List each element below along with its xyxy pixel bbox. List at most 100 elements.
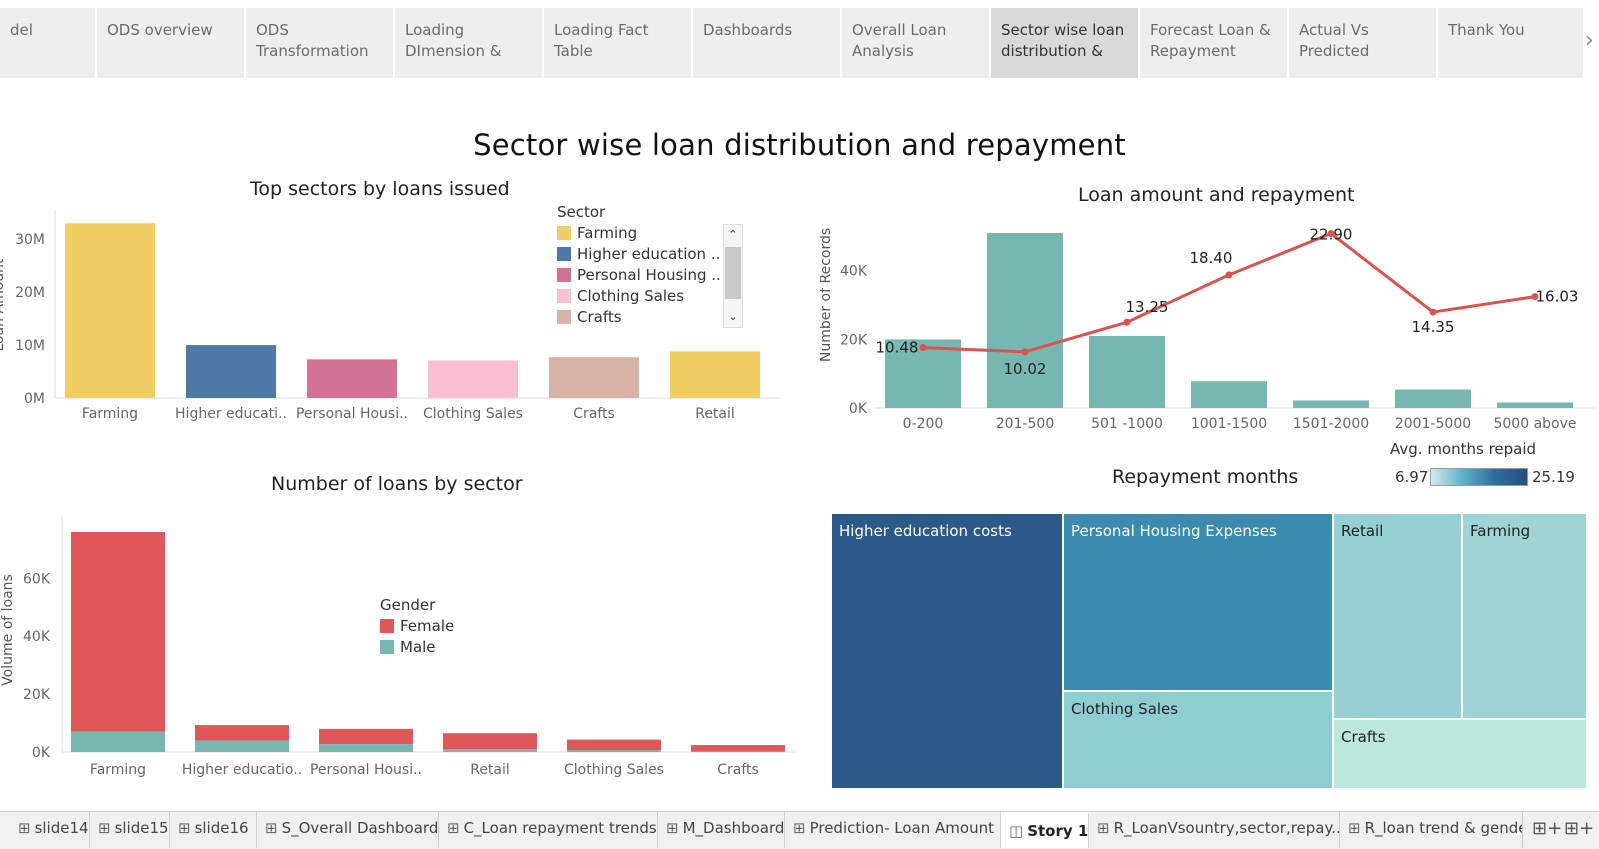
sheet-tab-loan-trend-gender[interactable]: ⊞ R_loan trend & gender <box>1340 812 1523 848</box>
legend-label: Crafts <box>577 308 622 326</box>
legend-swatch <box>557 268 571 282</box>
legend-item-personal-housing[interactable]: Personal Housing .. <box>557 265 721 286</box>
story-point-label: del <box>10 21 33 39</box>
bar-female-4 <box>567 739 661 750</box>
story-point-4[interactable]: Loading Fact Table <box>544 8 693 78</box>
x-tick-label: 1001-1500 <box>1191 416 1267 432</box>
new-story-icon[interactable]: ⊞+ <box>1564 818 1595 839</box>
grid-icon: ⊞ <box>1348 819 1361 837</box>
new-dashboard-icon[interactable]: ⊞+ <box>1532 818 1563 839</box>
grid-icon: ⊞ <box>98 819 111 837</box>
treemap-label: Retail <box>1341 522 1384 540</box>
chart-title-repayment-months: Repayment months <box>1112 466 1299 488</box>
story-point-5[interactable]: Dashboards <box>693 8 842 78</box>
treemap-cell-farming[interactable]: Farming <box>1462 513 1587 719</box>
legend-swatch <box>557 247 571 261</box>
sector-legend-title: Sector <box>557 203 606 221</box>
legend-scrollbar[interactable]: ⌃ ⌄ <box>723 224 743 328</box>
chevron-down-icon[interactable]: ⌄ <box>728 310 738 323</box>
treemap-cell-clothing-sales[interactable]: Clothing Sales <box>1063 691 1333 789</box>
x-tick-label: Crafts <box>573 406 615 422</box>
legend-item-higher-education[interactable]: Higher education .. <box>557 244 721 265</box>
story-point-10[interactable]: Thank You <box>1438 8 1585 78</box>
treemap-label: Clothing Sales <box>1071 700 1179 718</box>
y-tick-label: 30M <box>15 232 45 248</box>
chart-title-top-sectors: Top sectors by loans issued <box>250 178 510 200</box>
data-label: 18.40 <box>1190 249 1233 267</box>
data-label: 14.35 <box>1412 318 1455 336</box>
story-point-8[interactable]: Forecast Loan & Repayment <box>1140 8 1289 78</box>
sheet-tab-story-1[interactable]: ◫ Story 1 <box>1001 812 1089 848</box>
sheet-tab-label: R_LoanVsountry,sector,repay... <box>1113 819 1340 837</box>
legend-item-female[interactable]: Female <box>380 616 454 637</box>
y-tick-label: 20K <box>23 687 51 703</box>
bar-2 <box>1089 335 1165 408</box>
y-tick-label: 0K <box>32 745 51 761</box>
sheet-tab-bar: ⊞ slide14 ⊞ slide15 ⊞ slide16 ⊞ S_Overall Da… <box>0 811 1599 849</box>
story-navigator: del ODS overview ODS Transformation Load… <box>0 8 1599 80</box>
bar-male-1 <box>195 740 289 752</box>
grid-icon: ⊞ <box>666 819 679 837</box>
bar-6 <box>1497 402 1573 408</box>
line-point-2 <box>1123 318 1131 326</box>
data-label: 13.25 <box>1126 298 1169 316</box>
x-tick-label: 2001-5000 <box>1395 416 1471 432</box>
treemap-cell-retail[interactable]: Retail <box>1333 513 1462 719</box>
story-point-9[interactable]: Actual Vs Predicted <box>1289 8 1438 78</box>
story-point-6[interactable]: Overall Loan Analysis <box>842 8 991 78</box>
bar-0 <box>65 223 155 398</box>
chevron-right-icon[interactable]: › <box>1585 28 1594 53</box>
treemap-cell-personal-housing[interactable]: Personal Housing Expenses <box>1063 513 1333 691</box>
sheet-tab-prediction-loan-amount[interactable]: ⊞ Prediction- Loan Amount <box>785 812 1001 848</box>
story-point-1[interactable]: ODS overview <box>97 8 246 78</box>
x-tick-label: Personal Housi.. <box>310 762 422 778</box>
treemap-cell-higher-education[interactable]: Higher education costs <box>831 513 1063 789</box>
legend-item-crafts[interactable]: Crafts <box>557 307 721 328</box>
color-gradient-bar <box>1430 468 1528 486</box>
sheet-tab-slide14[interactable]: ⊞ slide14 <box>10 812 90 848</box>
story-point-label: ODS Transformation <box>256 21 369 60</box>
legend-label: Female <box>400 617 455 635</box>
story-point-label: Loading Fact Table <box>554 21 649 60</box>
legend-swatch <box>557 310 571 324</box>
sheet-tab-slide15[interactable]: ⊞ slide15 <box>90 812 170 848</box>
legend-label: Male <box>400 638 436 656</box>
bar-female-3 <box>443 733 537 750</box>
story-point-label: ODS overview <box>107 21 213 39</box>
sheet-tab-loan-vs-country[interactable]: ⊞ R_LoanVsountry,sector,repay... <box>1089 812 1340 848</box>
y-axis-title: Number of Records <box>820 228 834 362</box>
story-point-7[interactable]: Sector wise loan distribution & <box>991 8 1140 78</box>
legend-item-clothing-sales[interactable]: Clothing Sales <box>557 286 721 307</box>
data-label: 10.48 <box>876 339 919 357</box>
chevron-up-icon[interactable]: ⌃ <box>728 228 738 241</box>
treemap-label: Higher education costs <box>839 522 1012 540</box>
treemap-label: Farming <box>1470 522 1531 540</box>
legend-label: Personal Housing .. <box>577 266 721 284</box>
x-tick-label: Farming <box>90 762 146 778</box>
color-legend-max: 25.19 <box>1532 468 1575 486</box>
line-point-4 <box>1327 230 1335 238</box>
scroll-thumb[interactable] <box>725 247 741 299</box>
sheet-tab-label: C_Loan repayment trends <box>463 819 657 837</box>
story-point-0[interactable]: del <box>0 8 97 78</box>
story-point-3[interactable]: Loading DImension & <box>395 8 544 78</box>
x-tick-label: Higher educati.. <box>175 406 287 422</box>
sheet-tab-slide16[interactable]: ⊞ slide16 <box>170 812 257 848</box>
sheet-tab-m-dashboard[interactable]: ⊞ M_Dashboard <box>658 812 785 848</box>
treemap-cell-crafts[interactable]: Crafts <box>1333 719 1587 789</box>
story-point-2[interactable]: ODS Transformation <box>246 8 395 78</box>
sheet-tab-loan-repayment-trends[interactable]: ⊞ C_Loan repayment trends <box>439 812 658 848</box>
y-tick-label: 20K <box>840 332 868 348</box>
legend-item-male[interactable]: Male <box>380 637 454 658</box>
grid-icon: ⊞ <box>265 819 278 837</box>
story-point-label: Dashboards <box>703 21 793 39</box>
treemap-label: Personal Housing Expenses <box>1071 522 1277 540</box>
legend-item-farming[interactable]: Farming <box>557 223 721 244</box>
sheet-tab-label: slide14 <box>34 819 89 837</box>
y-tick-label: 40K <box>23 629 51 645</box>
page-title: Sector wise loan distribution and repaym… <box>473 128 1126 162</box>
sheet-tab-overall-dashboard[interactable]: ⊞ S_Overall Dashboard <box>257 812 439 848</box>
sheet-tab-label: Story 1 <box>1027 822 1089 840</box>
bar-male-3 <box>443 749 537 752</box>
bar-male-2 <box>319 744 413 752</box>
